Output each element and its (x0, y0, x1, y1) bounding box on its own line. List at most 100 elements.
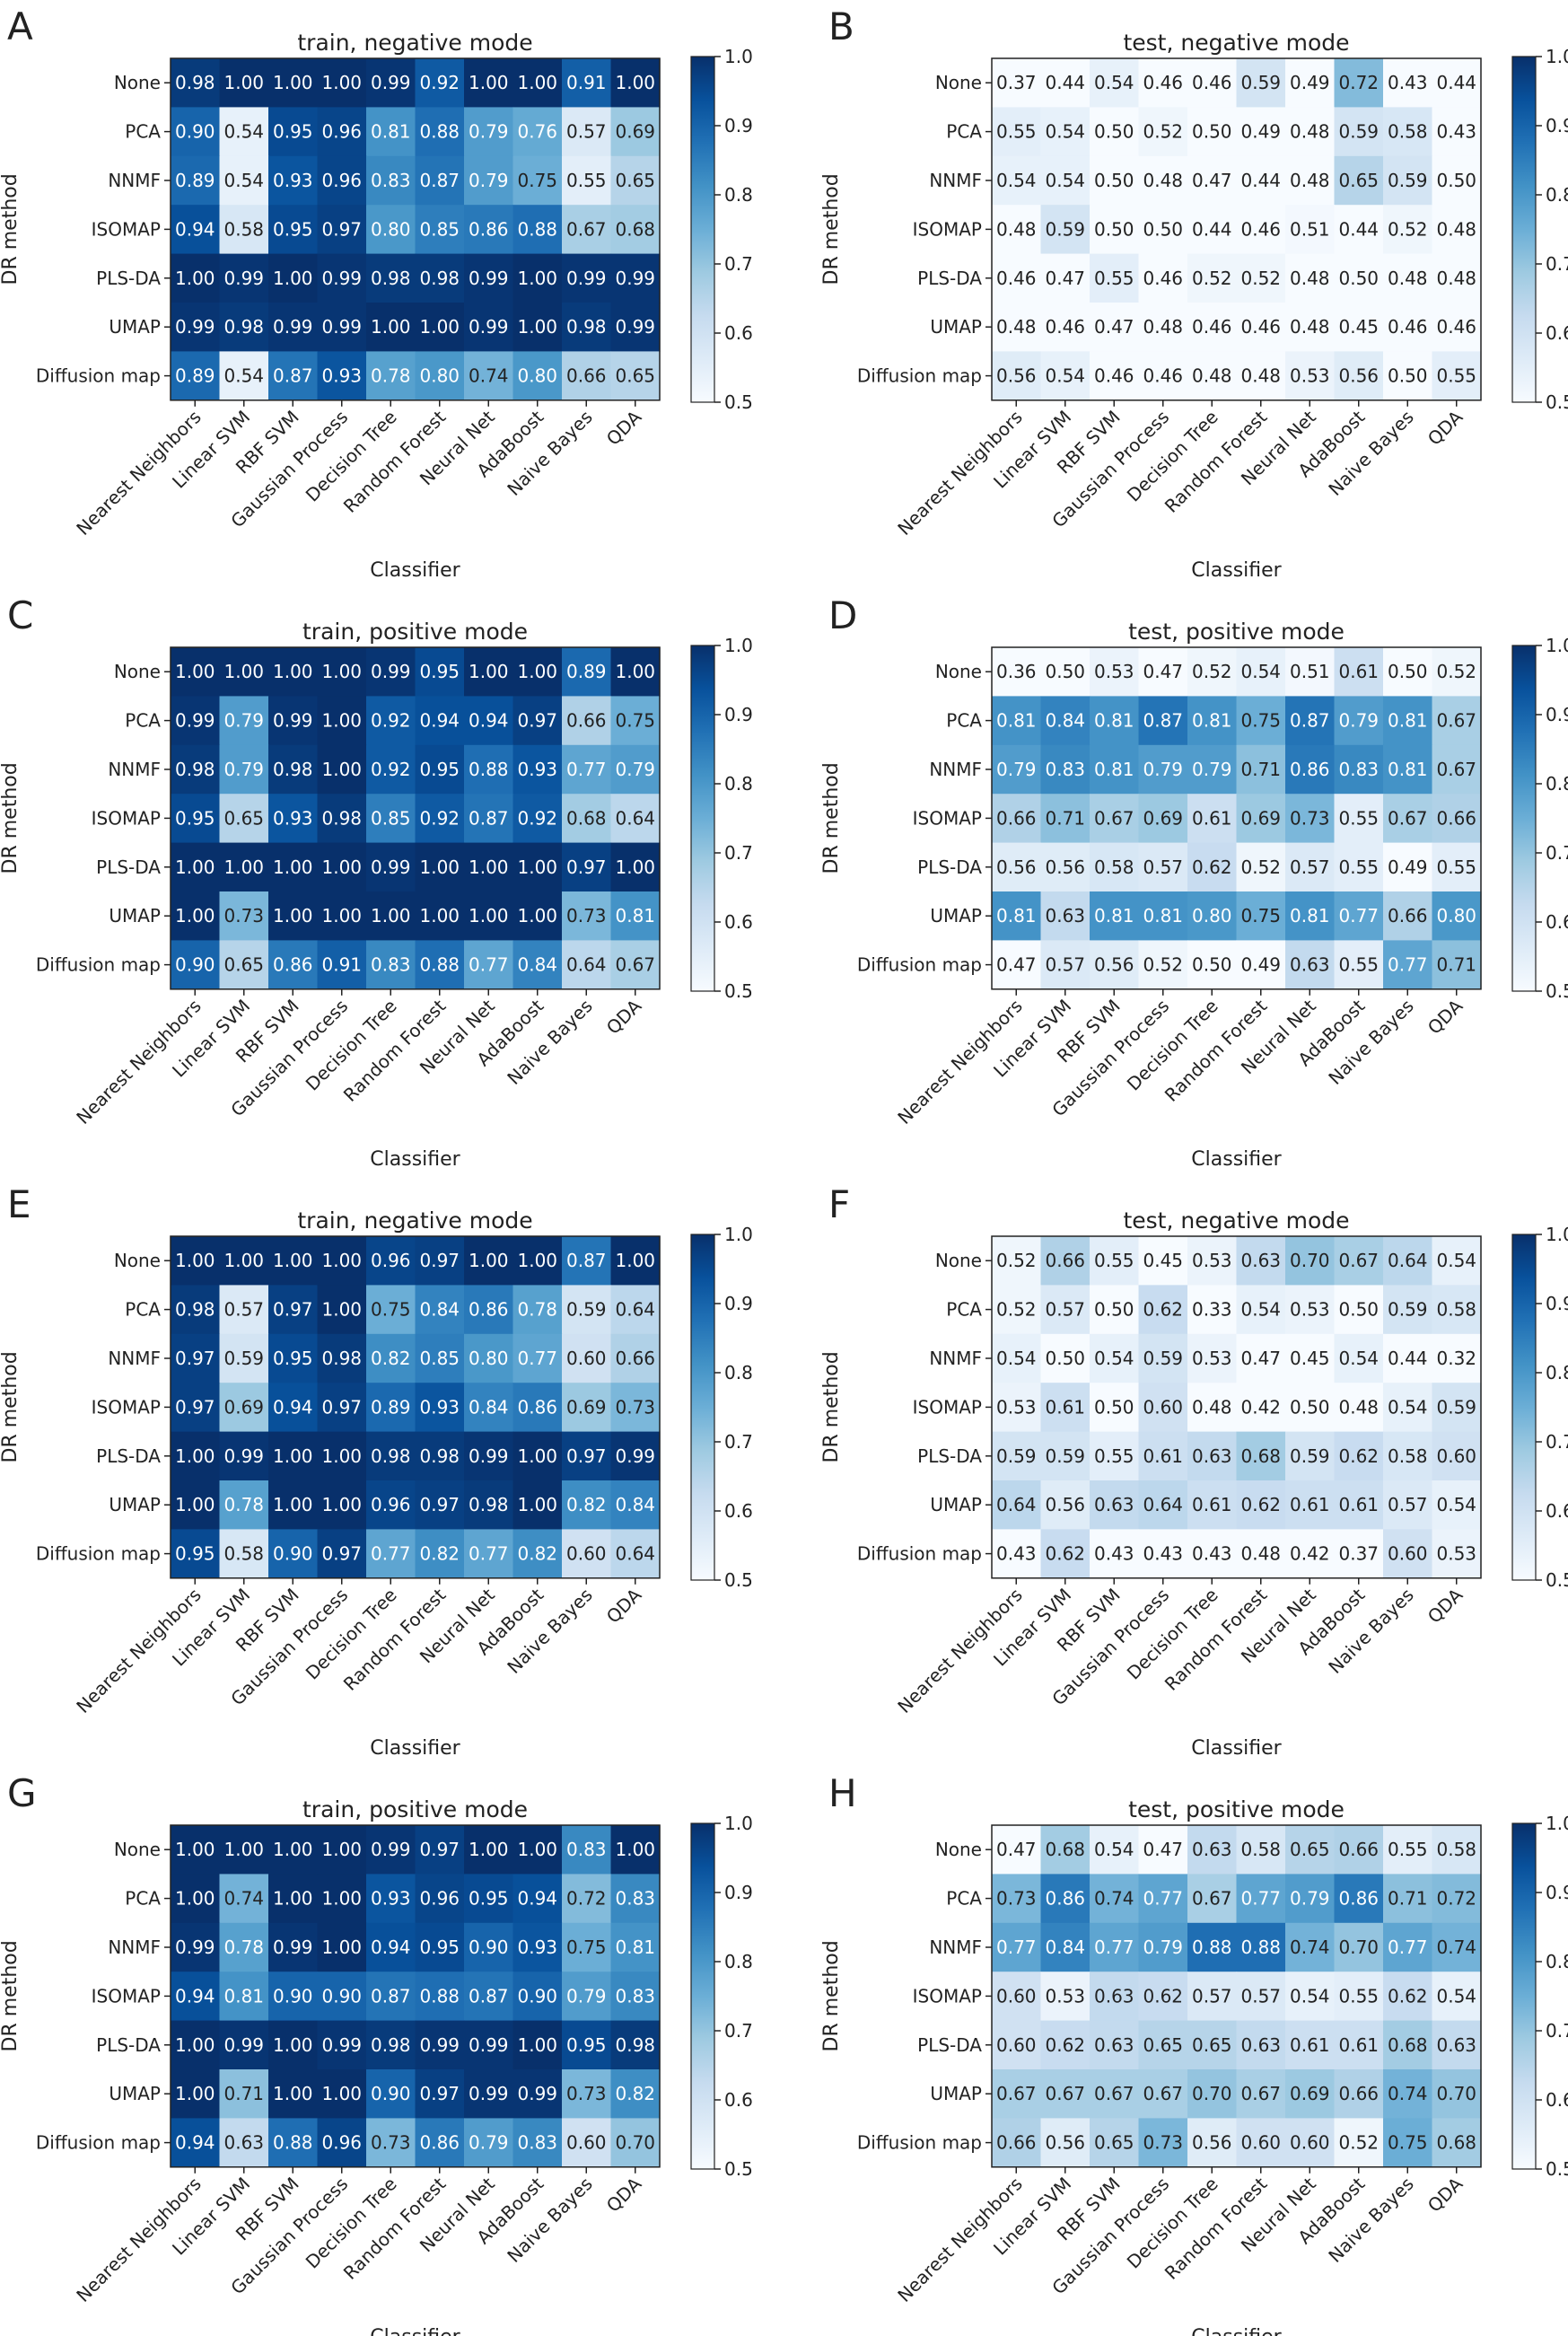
heatmap-cell (610, 155, 661, 206)
heatmap-cell (1383, 1972, 1433, 2022)
heatmap-cell (1334, 1825, 1384, 1875)
cell-value-label: 0.69 (1290, 2083, 1330, 2104)
heatmap-cell (512, 303, 563, 352)
heatmap-cell (1138, 1285, 1188, 1335)
cell-value-label: 0.93 (273, 170, 313, 191)
colorbar-tick-label: 0.8 (1546, 1362, 1568, 1383)
heatmap-cell (219, 1236, 269, 1286)
heatmap-cell (415, 1383, 465, 1433)
cell-value-label: 0.86 (469, 218, 509, 240)
y-axis-label: DR method (0, 1940, 22, 2051)
cell-value-label: 0.49 (1240, 954, 1281, 976)
cell-value-label: 0.80 (419, 365, 460, 387)
cell-value-label: 0.99 (321, 316, 362, 338)
cell-value-label: 0.59 (1436, 1396, 1476, 1418)
cell-value-label: 0.77 (469, 1543, 509, 1565)
cell-value-label: 0.50 (1094, 121, 1134, 143)
heatmap-cell (415, 1529, 465, 1579)
heatmap-cell (415, 2020, 465, 2070)
cell-value-label: 0.63 (1240, 2034, 1281, 2056)
cell-value-label: 0.95 (175, 1543, 215, 1565)
colorbar-tick-label: 0.8 (1546, 184, 1568, 206)
heatmap-cell (268, 351, 319, 401)
cell-value-label: 0.86 (1045, 1888, 1085, 1910)
heatmap-cell (268, 1529, 319, 1579)
heatmap-cell (464, 107, 514, 157)
heatmap-cell (268, 155, 319, 206)
heatmap-cell (1383, 351, 1433, 401)
heatmap-cell (1090, 794, 1140, 844)
colorbar-tick-label: 0.8 (724, 184, 753, 206)
cell-value-label: 0.62 (1240, 1494, 1281, 1515)
colorbar-tick-label: 0.6 (724, 911, 753, 933)
heatmap-cell (268, 2069, 319, 2119)
heatmap-cell (1383, 1529, 1433, 1579)
heatmap-cell (171, 1874, 221, 1924)
heatmap-cell (268, 1383, 319, 1433)
heatmap-cell (1187, 1333, 1238, 1383)
cell-value-label: 0.83 (371, 954, 411, 976)
cell-value-label: 0.86 (469, 1299, 509, 1321)
cell-value-label: 0.66 (566, 365, 607, 387)
cell-value-label: 0.70 (1290, 1250, 1330, 1271)
heatmap-cell (317, 2020, 367, 2070)
cell-value-label: 1.00 (273, 1494, 313, 1515)
heatmap-cell (171, 744, 221, 795)
cell-value-label: 0.82 (517, 1543, 557, 1565)
heatmap-cell (1432, 1480, 1482, 1530)
heatmap-cell (1334, 794, 1384, 844)
heatmap-cell (992, 1529, 1042, 1579)
x-axis-label: Classifier (1191, 2326, 1282, 2336)
cell-value-label: 0.88 (469, 759, 509, 780)
cell-value-label: 0.55 (1436, 856, 1476, 878)
cell-value-label: 0.89 (175, 170, 215, 191)
cell-value-label: 0.50 (1094, 1396, 1134, 1418)
heatmap-cell (1432, 1236, 1482, 1286)
heatmap-cell (268, 744, 319, 795)
heatmap-cell (1090, 2118, 1140, 2168)
cell-value-label: 0.95 (273, 218, 313, 240)
cell-value-label: 1.00 (273, 661, 313, 682)
cell-value-label: 0.61 (1338, 661, 1379, 682)
cell-value-label: 0.74 (223, 1888, 264, 1910)
heatmap-cell (562, 842, 612, 892)
heatmap-cell (1090, 2020, 1140, 2070)
heatmap-cell (512, 794, 563, 844)
heatmap-cell (268, 647, 319, 697)
heatmap-cell (1138, 794, 1188, 844)
heatmap-cell (1040, 744, 1091, 795)
colorbar (1511, 1234, 1537, 1581)
cell-value-label: 0.50 (1192, 121, 1232, 143)
cell-value-label: 0.98 (175, 759, 215, 780)
cell-value-label: 0.81 (1094, 759, 1134, 780)
x-tick-label: Naive Bayes (1324, 1584, 1418, 1678)
heatmap-cell (1334, 1922, 1384, 1972)
heatmap-cell (1432, 2069, 1482, 2119)
cell-value-label: 0.58 (1436, 1839, 1476, 1860)
heatmap-cell (1285, 1825, 1336, 1875)
heatmap-cell (1090, 891, 1140, 941)
heatmap-cell (464, 155, 514, 206)
heatmap-cell (464, 1480, 514, 1530)
panel-letter: A (7, 4, 33, 48)
cell-value-label: 0.69 (223, 1396, 264, 1418)
cell-value-label: 0.91 (566, 72, 607, 93)
cell-value-label: 0.93 (273, 807, 313, 829)
colorbar (1511, 645, 1537, 992)
cell-value-label: 0.93 (517, 1936, 557, 1958)
cell-value-label: 0.59 (1290, 1445, 1330, 1467)
cell-value-label: 0.64 (615, 1299, 655, 1321)
heatmap-cell (1236, 1383, 1286, 1433)
cell-value-label: 1.00 (615, 661, 655, 682)
cell-value-label: 0.96 (371, 1250, 411, 1271)
cell-value-label: 0.96 (321, 170, 362, 191)
heatmap-cell (317, 205, 367, 255)
cell-value-label: 0.47 (1143, 661, 1183, 682)
heatmap-cell (464, 1825, 514, 1875)
cell-value-label: 0.60 (1143, 1396, 1183, 1418)
cell-value-label: 0.54 (1436, 1494, 1476, 1515)
heatmap-cell (268, 2118, 319, 2168)
cell-value-label: 0.60 (1436, 1445, 1476, 1467)
cell-value-label: 0.88 (273, 2132, 313, 2154)
